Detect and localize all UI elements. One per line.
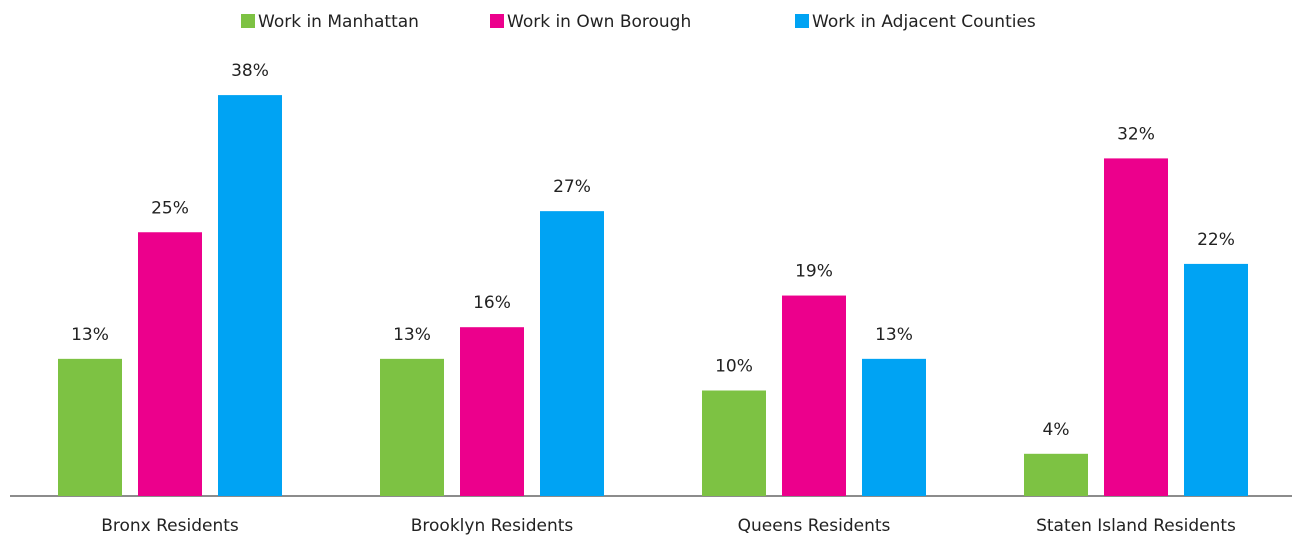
data-label: 32% bbox=[1117, 124, 1155, 144]
x-tick-label: Brooklyn Residents bbox=[411, 516, 574, 536]
legend-swatch bbox=[241, 14, 255, 28]
bar bbox=[218, 95, 282, 496]
bar bbox=[460, 327, 524, 496]
bar bbox=[1184, 263, 1248, 496]
bar bbox=[1104, 158, 1168, 496]
data-label: 27% bbox=[553, 177, 591, 197]
bar bbox=[58, 358, 122, 496]
data-label: 25% bbox=[151, 198, 189, 218]
data-label: 38% bbox=[231, 61, 269, 81]
x-tick-label: Bronx Residents bbox=[101, 516, 239, 536]
x-tick-label: Queens Residents bbox=[738, 516, 891, 536]
legend-label: Work in Adjacent Counties bbox=[812, 12, 1036, 32]
bar bbox=[138, 232, 202, 496]
bar bbox=[540, 211, 604, 496]
data-label: 13% bbox=[393, 325, 431, 345]
data-label: 19% bbox=[795, 262, 833, 282]
data-label: 13% bbox=[71, 325, 109, 345]
bar bbox=[702, 390, 766, 496]
legend-swatch bbox=[795, 14, 809, 28]
bar bbox=[380, 358, 444, 496]
bar bbox=[862, 358, 926, 496]
bar bbox=[782, 295, 846, 496]
data-label: 16% bbox=[473, 293, 511, 313]
data-label: 10% bbox=[715, 357, 753, 377]
legend-label: Work in Own Borough bbox=[507, 12, 691, 32]
legend-label: Work in Manhattan bbox=[258, 12, 419, 32]
data-label: 13% bbox=[875, 325, 913, 345]
x-tick-label: Staten Island Residents bbox=[1036, 516, 1236, 536]
bar bbox=[1024, 453, 1088, 496]
data-label: 4% bbox=[1043, 420, 1070, 440]
legend-swatch bbox=[490, 14, 504, 28]
data-label: 22% bbox=[1197, 230, 1235, 250]
